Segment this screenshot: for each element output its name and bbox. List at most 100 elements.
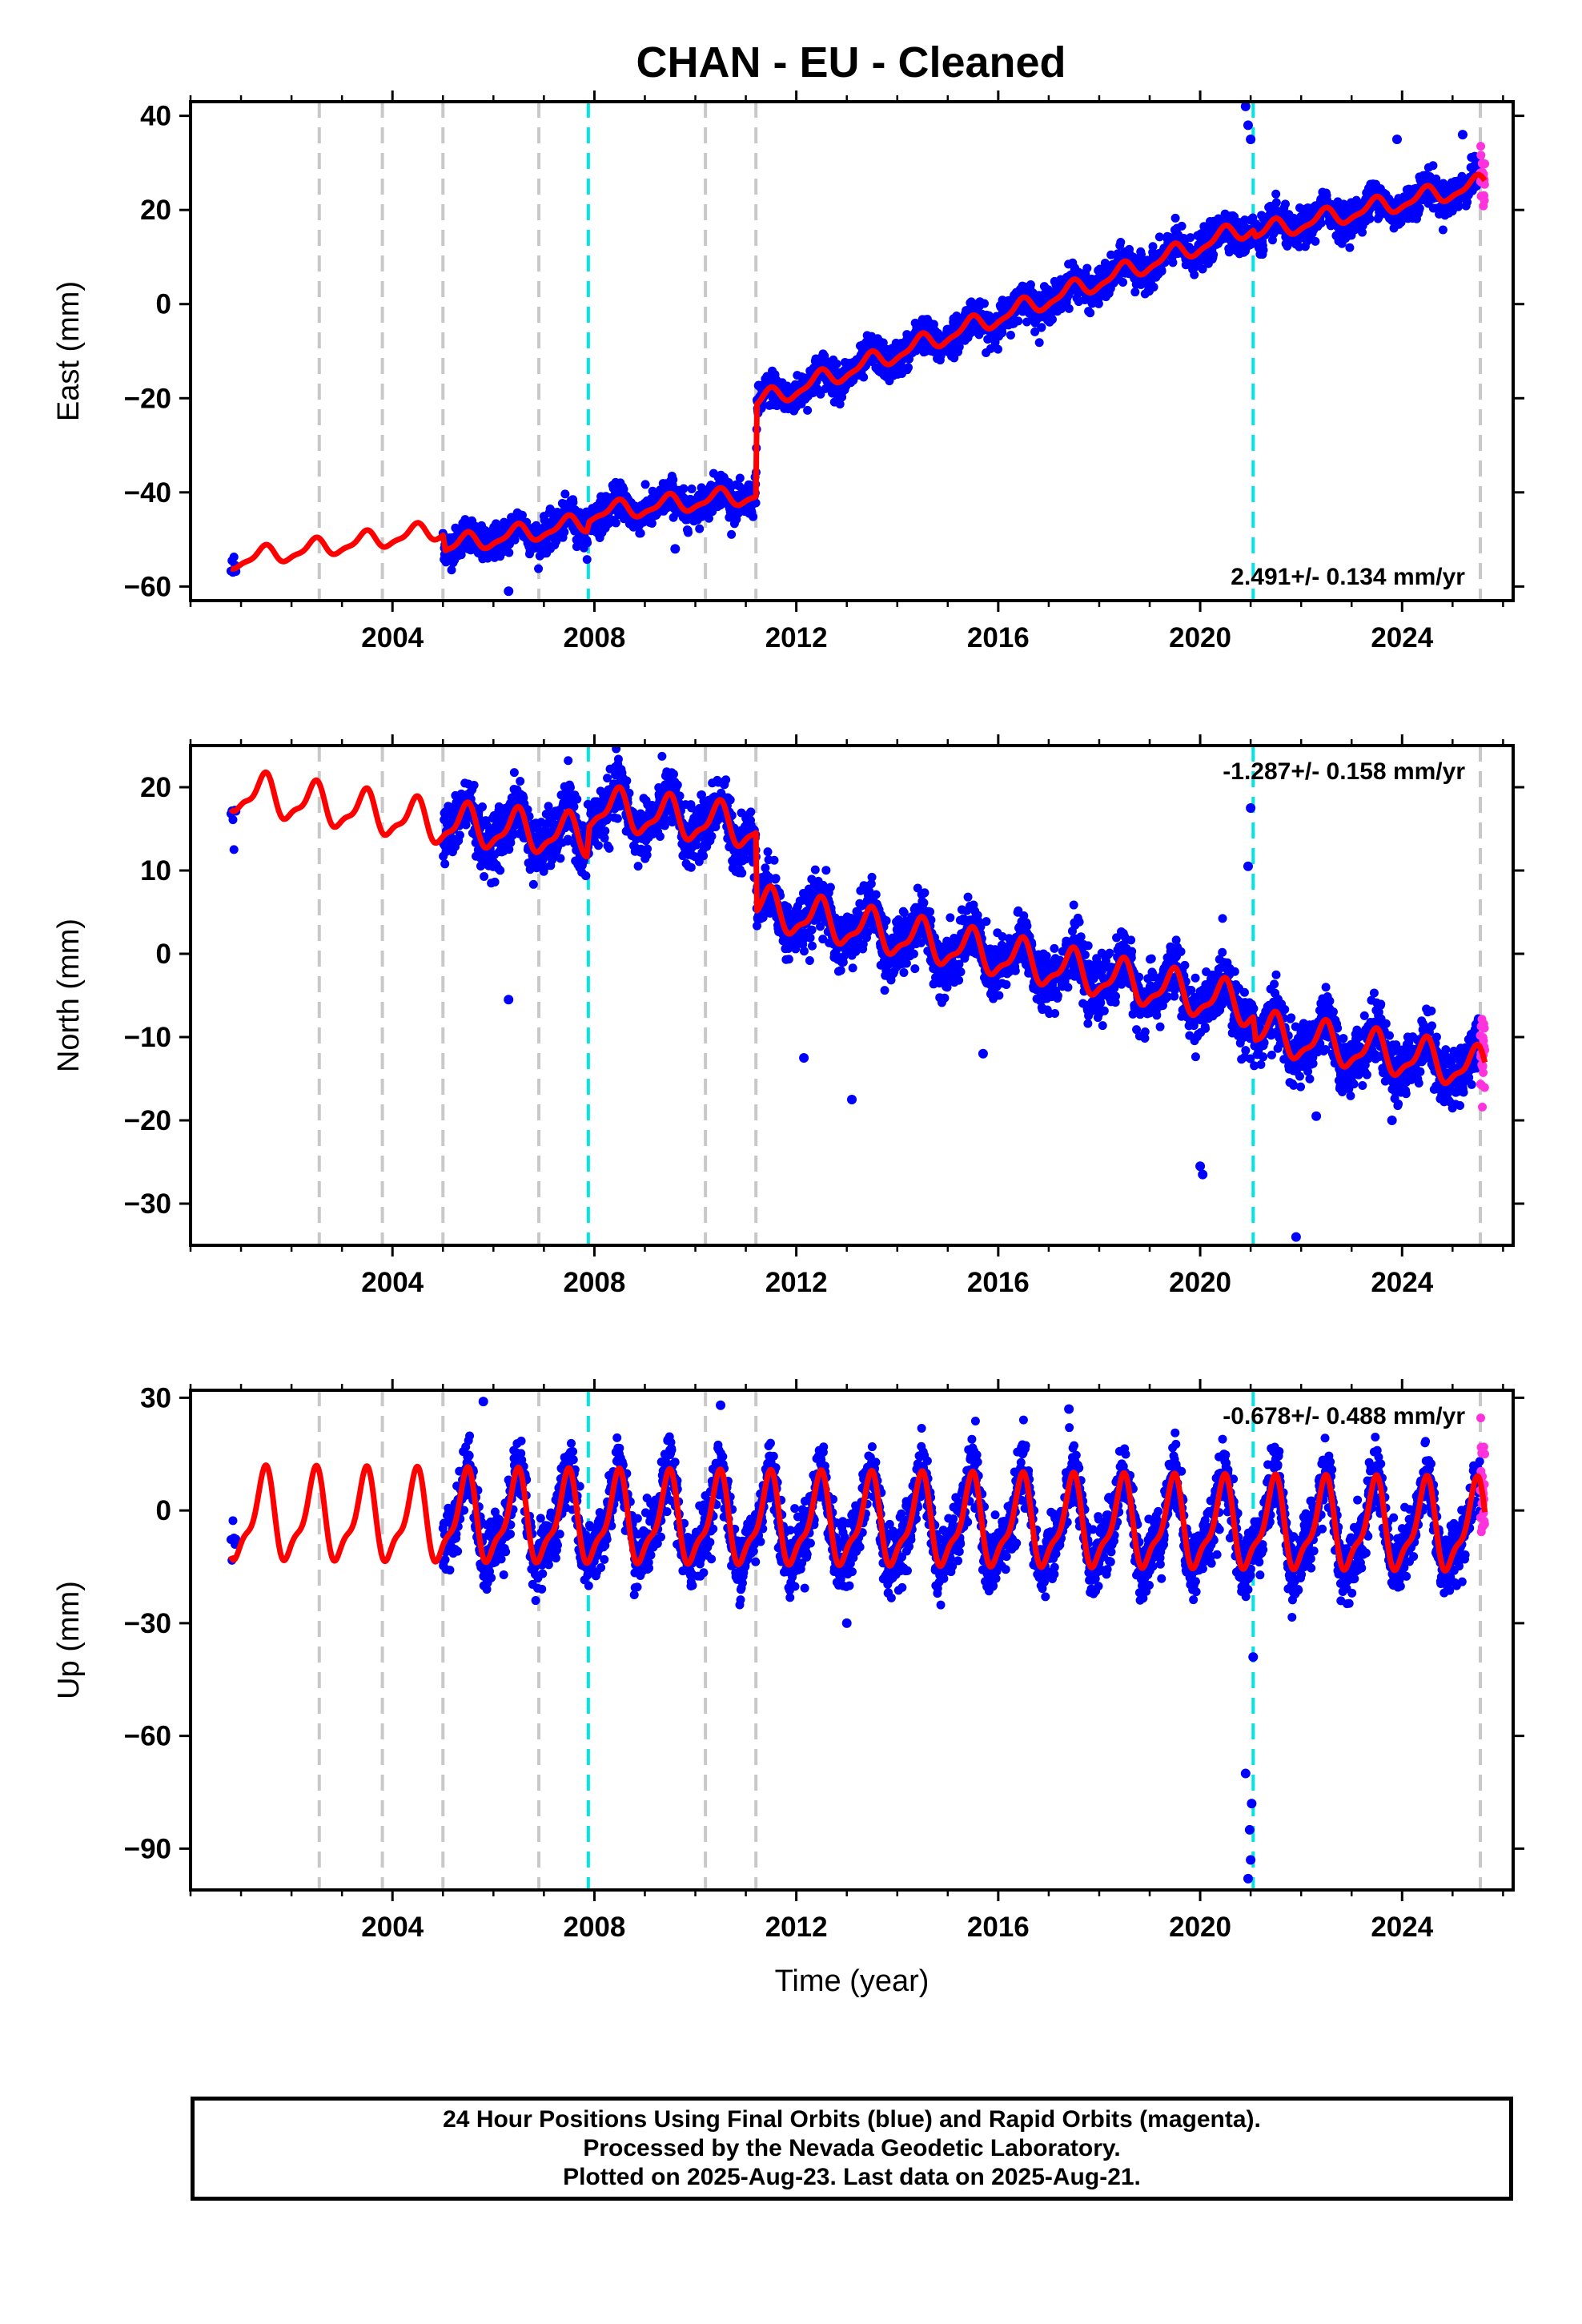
final-orbit-point — [613, 754, 623, 764]
final-orbit-point — [516, 777, 525, 786]
final-orbit-point — [593, 841, 603, 850]
x-tick-label: 2016 — [967, 622, 1030, 653]
y-tick-label: 20 — [140, 195, 171, 226]
final-orbit-point — [859, 372, 869, 382]
final-orbit-point — [509, 768, 519, 778]
final-orbit-point — [447, 565, 456, 575]
rapid-orbit-point — [1476, 151, 1486, 160]
final-orbit-point — [440, 859, 450, 869]
x-tick-label: 2020 — [1169, 622, 1231, 653]
final-orbit-point — [1271, 198, 1281, 207]
final-orbit-point — [1271, 189, 1281, 199]
final-orbit-point — [1086, 308, 1095, 318]
final-orbit-point — [1148, 242, 1158, 251]
outlier-point — [1243, 120, 1253, 131]
y-tick-label: −20 — [124, 383, 171, 414]
final-orbit-point — [1130, 287, 1140, 297]
x-tick-label: 2008 — [563, 622, 625, 653]
y-tick-label: 0 — [156, 289, 171, 320]
final-orbit-point — [647, 518, 656, 528]
final-orbit-point — [1064, 304, 1074, 313]
final-orbit-point — [560, 527, 569, 537]
y-axis-label: East (mm) — [52, 281, 86, 421]
final-orbit-point — [490, 877, 500, 887]
final-orbit-point — [655, 832, 665, 842]
outlier-point — [1246, 135, 1256, 145]
final-orbit-point — [1118, 277, 1128, 287]
north-panel: 2004 2008 2012 2016 2020 2024−30−20−1001020No… — [52, 734, 1524, 1298]
x-tick-label: 2012 — [765, 622, 828, 653]
final-orbit-point — [581, 871, 591, 881]
final-orbit-point — [480, 872, 489, 882]
final-orbit-point — [980, 299, 990, 308]
final-orbit-point — [903, 363, 913, 372]
final-orbit-point — [675, 791, 685, 801]
final-orbit-point — [735, 473, 745, 483]
final-orbit-point — [582, 555, 592, 565]
final-orbit-point — [478, 802, 488, 812]
final-orbit-point — [1047, 315, 1057, 324]
final-orbit-point — [746, 807, 756, 817]
final-orbit-point — [707, 831, 717, 841]
final-orbit-point — [679, 484, 689, 493]
final-orbit-point — [600, 826, 610, 836]
final-orbit-point — [1168, 258, 1178, 267]
final-orbit-point — [1034, 338, 1044, 348]
final-orbit-point — [1037, 323, 1046, 332]
final-orbit-point — [568, 497, 578, 507]
final-orbit-point — [1345, 243, 1355, 252]
model-fit-line — [228, 171, 1488, 572]
final-orbit-point — [1428, 161, 1438, 171]
final-orbit-point — [673, 780, 682, 790]
plot-frame — [189, 100, 1515, 602]
x-tick-label: 2024 — [1371, 622, 1433, 653]
final-orbit-point — [228, 815, 238, 825]
final-orbit-point — [517, 510, 527, 520]
final-orbit-point — [640, 480, 650, 489]
final-orbit-point — [633, 862, 643, 871]
y-tick-label: 40 — [140, 101, 171, 132]
final-orbit-point — [565, 782, 575, 792]
final-orbit-point — [1190, 270, 1199, 279]
final-orbit-point — [1116, 238, 1126, 247]
final-orbit-point — [657, 751, 667, 761]
final-orbit-point — [994, 344, 1003, 354]
final-orbit-point — [1170, 213, 1180, 223]
final-orbit-point — [572, 794, 582, 804]
final-orbit-point — [669, 770, 678, 779]
x-tick-label: 2004 — [361, 622, 424, 653]
final-orbit-point — [1415, 203, 1424, 213]
final-orbit-point — [1280, 199, 1290, 209]
final-orbit-point — [643, 844, 652, 854]
final-orbit-point — [1149, 283, 1158, 292]
final-orbit-point — [229, 845, 239, 854]
final-orbit-point — [832, 359, 841, 368]
final-orbit-point — [1259, 245, 1268, 255]
final-orbit-point — [1154, 232, 1164, 242]
final-orbit-point — [564, 756, 573, 766]
final-orbit-point — [669, 475, 678, 485]
final-orbit-point — [803, 405, 813, 415]
final-orbit-point — [622, 776, 632, 786]
final-orbit-point — [1438, 225, 1447, 235]
final-orbit-point — [611, 518, 620, 528]
rapid-orbit-point — [1480, 159, 1490, 169]
final-orbit-point — [455, 830, 464, 840]
y-tick-label: −40 — [124, 477, 171, 509]
final-orbit-point — [506, 838, 516, 847]
final-orbit-point — [556, 854, 565, 863]
final-orbit-point — [737, 868, 747, 878]
final-orbit-point — [1006, 330, 1015, 340]
final-orbit-point — [504, 548, 514, 557]
final-orbit-point — [534, 564, 544, 573]
final-orbit-point — [528, 879, 538, 889]
final-orbit-point — [1177, 221, 1186, 231]
rapid-orbit-point — [1480, 179, 1489, 189]
final-orbit-point — [749, 512, 758, 521]
final-orbit-point — [583, 538, 592, 548]
final-orbit-point — [686, 862, 696, 872]
east-panel: 2004 2008 2012 2016 2020 2024−60−40−2002040Ea… — [52, 90, 1524, 653]
final-orbit-point — [469, 780, 479, 790]
rapid-orbit-point — [1480, 195, 1489, 205]
final-orbit-point — [1026, 280, 1035, 290]
